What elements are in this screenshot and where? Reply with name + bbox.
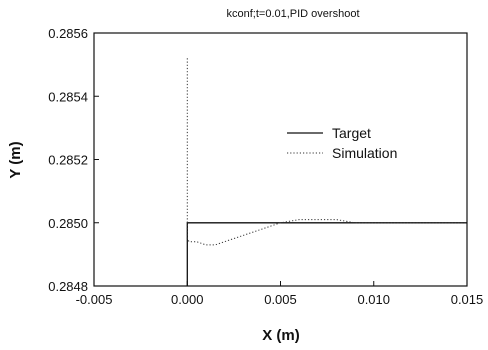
series-line-simulation: [186, 58, 467, 246]
x-tick-label: 0.000: [171, 292, 204, 307]
chart-title: kconf;t=0.01,PID overshoot: [227, 8, 360, 20]
y-tick-label: 0.2850: [48, 216, 88, 231]
x-tick-label: 0.010: [357, 292, 390, 307]
x-tick-label: 0.005: [264, 292, 297, 307]
series-layer: [186, 58, 467, 286]
y-tick-label: 0.2852: [48, 153, 88, 168]
x-axis: -0.005 0.000 0.005 0.010 0.015: [76, 281, 484, 307]
y-tick-label: 0.2848: [48, 279, 88, 294]
y-axis: 0.2848 0.2850 0.2852 0.2854 0.2856: [48, 26, 99, 294]
x-axis-title: X (m): [262, 327, 300, 344]
x-tick-label: -0.005: [76, 292, 113, 307]
series-line-target: [186, 222, 467, 286]
plot-frame: [93, 32, 468, 287]
y-tick-label: 0.2856: [48, 26, 88, 41]
y-tick-label: 0.2854: [48, 89, 88, 104]
x-tick-label: 0.015: [451, 292, 484, 307]
legend-label-simulation: Simulation: [332, 145, 397, 161]
legend: Target Simulation: [287, 125, 397, 161]
legend-label-target: Target: [332, 125, 371, 141]
y-axis-title: Y (m): [7, 141, 24, 178]
